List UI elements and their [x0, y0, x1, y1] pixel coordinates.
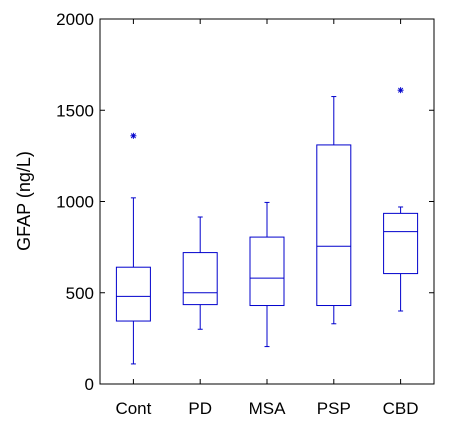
box-iqr-cont	[115, 266, 151, 322]
x-tick-label-cont: Cont	[115, 399, 151, 418]
ticks-layer: 0 500 1000 1500 2000 Cont PD MSA PSP CBD	[56, 10, 434, 418]
box-iqr-cbd	[383, 212, 419, 275]
x-tick-label-psp: PSP	[317, 399, 351, 418]
y-tick-label-1500: 1500	[56, 101, 94, 120]
y-axis-title: GFAP (ng/L)	[14, 151, 34, 251]
y-tick-label-0: 0	[85, 375, 94, 394]
outlier-cont-0	[130, 132, 137, 139]
y-tick-label-2000: 2000	[56, 10, 94, 29]
box-msa	[249, 201, 285, 348]
box-psp	[316, 96, 352, 325]
x-tick-label-pd: PD	[188, 399, 212, 418]
y-tick-label-500: 500	[66, 284, 94, 303]
box-iqr-msa	[249, 236, 285, 307]
box-iqr-pd	[182, 252, 218, 306]
boxes-layer	[115, 87, 419, 365]
x-tick-label-msa: MSA	[249, 399, 287, 418]
box-cbd	[383, 87, 419, 312]
box-iqr-psp	[316, 144, 352, 307]
outlier-cbd-0	[397, 87, 404, 94]
y-tick-label-1000: 1000	[56, 193, 94, 212]
box-cont	[115, 132, 151, 365]
x-tick-label-cbd: CBD	[383, 399, 419, 418]
box-pd	[182, 216, 218, 330]
